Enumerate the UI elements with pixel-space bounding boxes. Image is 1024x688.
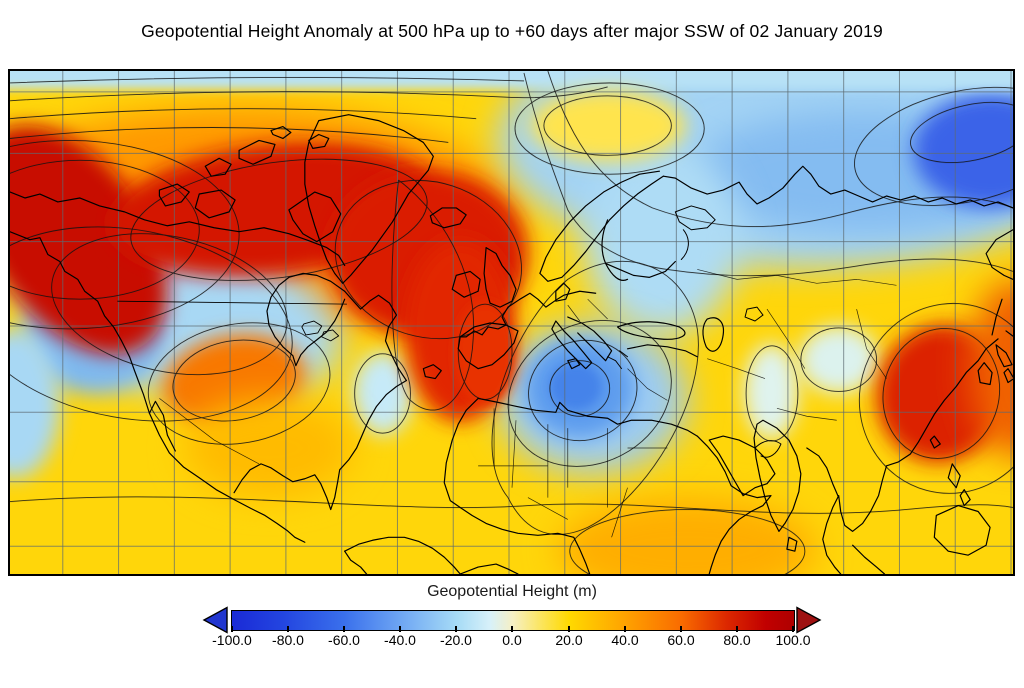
tick-label: 80.0 [723,632,751,648]
tick-label: -80.0 [272,632,304,648]
tick-label: -40.0 [384,632,416,648]
tick-label: 60.0 [667,632,695,648]
anomaly-field [10,71,1013,574]
tick-label: -60.0 [328,632,360,648]
tick-label: -100.0 [212,632,252,648]
coastlines [10,114,1013,574]
tick-label: -20.0 [440,632,472,648]
country-borders [159,269,897,538]
tick-label: 40.0 [611,632,639,648]
colorbar-right-arrow-icon [796,606,822,634]
colorbar-label: Geopotential Height (m) [427,583,597,600]
tick-label: 0.0 [502,632,522,648]
anomaly-map [8,69,1015,576]
colorbar-gradient [231,610,795,631]
colorbar-left-arrow-icon [202,606,228,634]
tick-label: 20.0 [555,632,583,648]
anomaly-map-canvas [10,71,1013,574]
tick-label: 100.0 [775,632,811,648]
figure-title: Geopotential Height Anomaly at 500 hPa u… [141,21,883,41]
